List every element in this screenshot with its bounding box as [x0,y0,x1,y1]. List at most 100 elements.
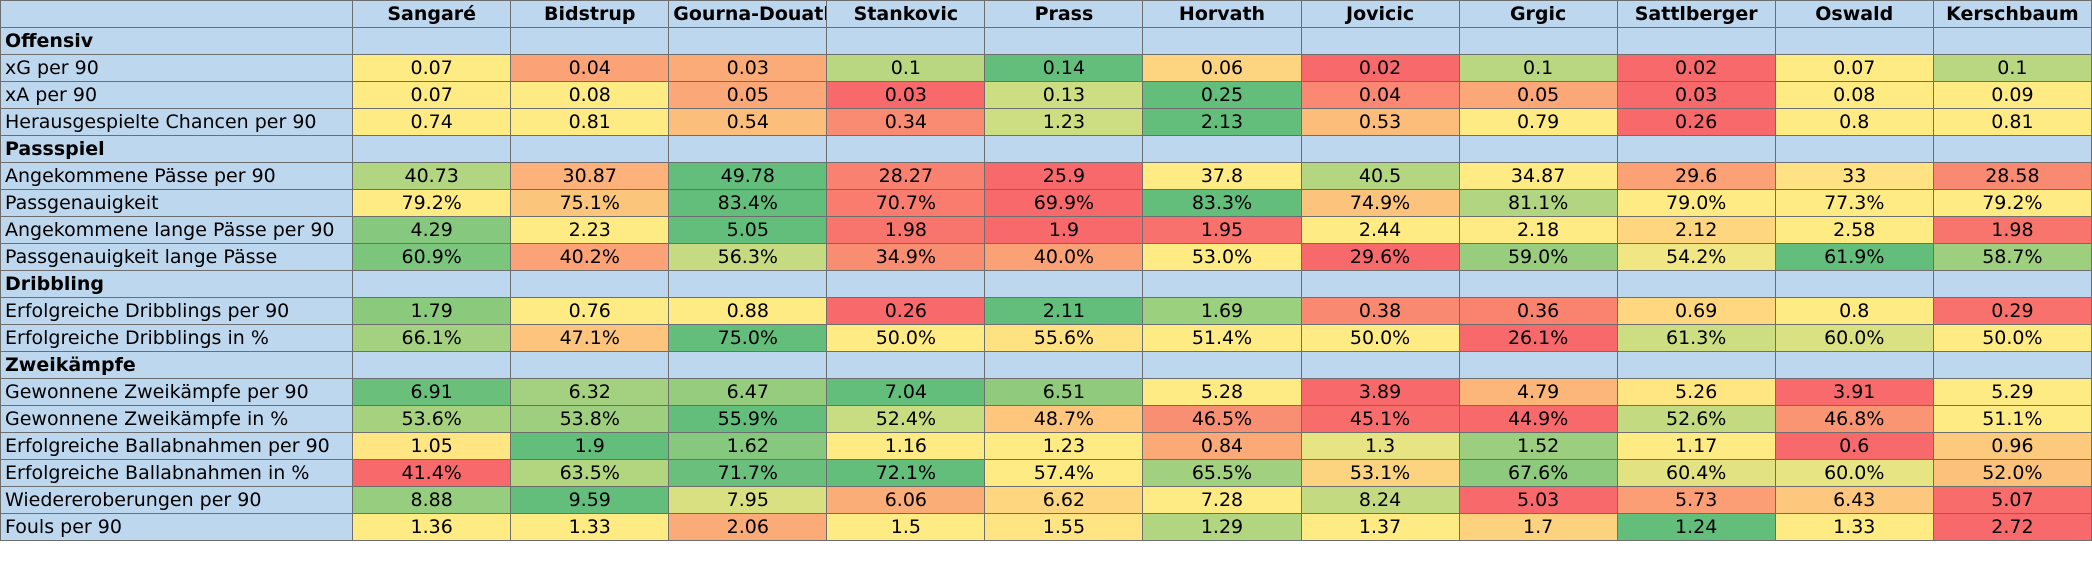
metric-value-cell: 1.29 [1142,513,1302,541]
metric-value-cell: 0.03 [668,54,828,82]
metric-value-cell: 7.28 [1142,486,1302,514]
metric-value-cell: 4.79 [1458,378,1618,406]
section-spacer-cell [352,135,512,163]
metric-value-cell: 0.38 [1300,297,1460,325]
metric-value-cell: 52.0% [1932,459,2092,487]
metric-value-cell: 41.4% [352,459,512,487]
metric-value-cell: 8.88 [352,486,512,514]
metric-value-cell: 0.81 [1932,108,2092,136]
metric-value-cell: 0.8 [1774,108,1934,136]
section-spacer-cell [1300,27,1460,55]
metric-row: Wiedereroberungen per 90 8.88 9.59 7.95 6.06… [0,486,2092,514]
section-spacer-cell [352,270,512,298]
section-spacer-cell [826,27,986,55]
metric-row: Passgenauigkeit lange Pässe 60.9% 40.2% 56.… [0,243,2092,271]
metric-value-cell: 0.07 [1774,54,1934,82]
section-spacer-cell [1616,270,1776,298]
metric-value-cell: 1.7 [1458,513,1618,541]
metric-value-cell: 60.0% [1774,324,1934,352]
player-header: Prass [984,0,1144,28]
metric-label: Wiedereroberungen per 90 [0,486,354,514]
metric-value-cell: 50.0% [1932,324,2092,352]
metric-value-cell: 30.87 [510,162,670,190]
section-spacer-cell [1774,27,1934,55]
metric-value-cell: 1.9 [984,216,1144,244]
metric-value-cell: 0.03 [826,81,986,109]
metric-value-cell: 1.17 [1616,432,1776,460]
metric-row: Fouls per 90 1.36 1.33 2.06 1.5 1.55 1.29 1.37 1… [0,513,2092,541]
metric-value-cell: 81.1% [1458,189,1618,217]
metric-value-cell: 6.32 [510,378,670,406]
metric-value-cell: 0.07 [352,81,512,109]
section-spacer-cell [1142,270,1302,298]
metric-value-cell: 0.79 [1458,108,1618,136]
player-header: Oswald [1774,0,1934,28]
metric-value-cell: 52.4% [826,405,986,433]
metric-value-cell: 53.8% [510,405,670,433]
section-spacer-cell [668,270,828,298]
metric-value-cell: 77.3% [1774,189,1934,217]
metric-value-cell: 8.24 [1300,486,1460,514]
metric-value-cell: 6.47 [668,378,828,406]
metric-value-cell: 0.09 [1932,81,2092,109]
metric-value-cell: 1.16 [826,432,986,460]
metric-value-cell: 51.1% [1932,405,2092,433]
metric-row: Angekommene lange Pässe per 90 4.29 2.23 5.… [0,216,2092,244]
metric-value-cell: 1.79 [352,297,512,325]
metric-value-cell: 6.62 [984,486,1144,514]
corner-cell [0,0,354,28]
metric-value-cell: 40.0% [984,243,1144,271]
metric-value-cell: 0.76 [510,297,670,325]
metric-label: Angekommene Pässe per 90 [0,162,354,190]
metric-value-cell: 34.9% [826,243,986,271]
metric-value-cell: 29.6% [1300,243,1460,271]
metric-value-cell: 55.6% [984,324,1144,352]
section-row: Offensiv [0,27,2092,55]
metric-label: Fouls per 90 [0,513,354,541]
metric-value-cell: 0.1 [826,54,986,82]
metric-value-cell: 2.11 [984,297,1144,325]
section-spacer-cell [1458,27,1618,55]
metric-value-cell: 44.9% [1458,405,1618,433]
metric-value-cell: 5.73 [1616,486,1776,514]
player-header: Bidstrup [510,0,670,28]
metric-value-cell: 5.03 [1458,486,1618,514]
section-spacer-cell [1616,135,1776,163]
section-spacer-cell [1932,135,2092,163]
metric-value-cell: 0.02 [1300,54,1460,82]
section-spacer-cell [1616,27,1776,55]
metric-value-cell: 54.2% [1616,243,1776,271]
metric-value-cell: 60.9% [352,243,512,271]
section-spacer-cell [984,27,1144,55]
metric-value-cell: 6.91 [352,378,512,406]
metric-value-cell: 47.1% [510,324,670,352]
metric-value-cell: 1.36 [352,513,512,541]
metric-value-cell: 2.23 [510,216,670,244]
section-spacer-cell [352,27,512,55]
metric-value-cell: 50.0% [1300,324,1460,352]
metric-value-cell: 2.13 [1142,108,1302,136]
metric-value-cell: 2.06 [668,513,828,541]
metric-value-cell: 0.36 [1458,297,1618,325]
metric-value-cell: 46.8% [1774,405,1934,433]
section-spacer-cell [1774,270,1934,298]
metric-value-cell: 28.58 [1932,162,2092,190]
section-row: Dribbling [0,270,2092,298]
metric-value-cell: 25.9 [984,162,1144,190]
section-spacer-cell [1300,351,1460,379]
metric-value-cell: 4.29 [352,216,512,244]
metric-value-cell: 5.29 [1932,378,2092,406]
metric-value-cell: 61.9% [1774,243,1934,271]
player-header: Horvath [1142,0,1302,28]
metric-value-cell: 53.0% [1142,243,1302,271]
metric-row: Erfolgreiche Dribblings in % 66.1% 47.1% 75… [0,324,2092,352]
metric-value-cell: 0.1 [1458,54,1618,82]
metric-value-cell: 75.1% [510,189,670,217]
metric-value-cell: 79.2% [1932,189,2092,217]
metric-value-cell: 71.7% [668,459,828,487]
section-spacer-cell [1300,135,1460,163]
metric-value-cell: 45.1% [1300,405,1460,433]
metric-value-cell: 5.26 [1616,378,1776,406]
metric-value-cell: 5.05 [668,216,828,244]
metric-value-cell: 51.4% [1142,324,1302,352]
